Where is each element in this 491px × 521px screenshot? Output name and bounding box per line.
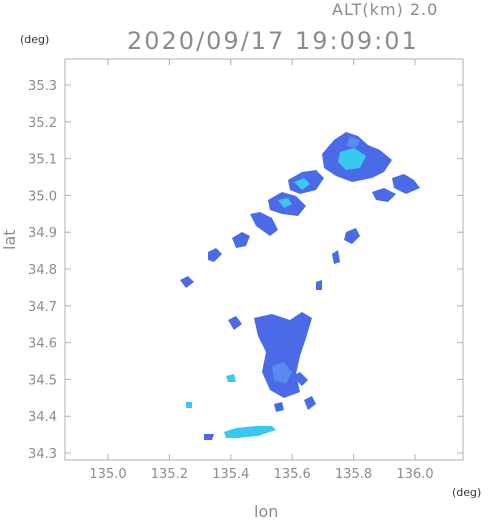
echo-cell <box>332 250 340 264</box>
y-tick-label: 34.9 <box>28 226 57 241</box>
y-tick-label: 34.8 <box>28 263 57 278</box>
y-tick-label: 34.5 <box>28 373 57 388</box>
echo-cell <box>204 434 214 440</box>
y-tick-label: 34.7 <box>28 300 57 315</box>
echo-cell <box>278 198 292 208</box>
echo-cell <box>180 276 194 288</box>
y-unit-label: (deg) <box>20 33 50 46</box>
y-tick-label: 35.1 <box>28 153 57 168</box>
y-tick-label: 34.6 <box>28 337 57 352</box>
echo-cell <box>344 228 360 244</box>
radar-echoes <box>180 132 420 440</box>
echo-cell <box>316 280 322 290</box>
y-tick-label: 34.4 <box>28 410 57 425</box>
timestamp-label: 2020/09/17 19:09:01 <box>127 27 419 55</box>
echo-cell <box>346 136 360 148</box>
y-tick-label: 35.0 <box>28 189 57 204</box>
echo-cell <box>224 426 276 438</box>
echo-cell <box>274 402 284 412</box>
echo-cell <box>338 148 366 170</box>
y-axis-ticks: 35.3 35.2 35.1 35.0 34.9 34.8 34.7 34.6 34.5 34.4… <box>28 79 463 462</box>
x-axis-ticks: 135.0 135.2 135.4 135.6 135.8 136.0 <box>89 59 434 482</box>
y-tick-label: 35.2 <box>28 116 57 131</box>
x-tick-label: 135.4 <box>212 467 249 482</box>
echo-cell <box>272 362 292 384</box>
echo-cell <box>292 372 308 386</box>
y-tick-label: 35.3 <box>28 79 57 94</box>
echo-cell <box>250 212 278 236</box>
altitude-label: ALT(km) 2.0 <box>332 0 439 19</box>
x-unit-label: (deg) <box>452 486 482 499</box>
x-tick-label: 136.0 <box>396 467 433 482</box>
echo-cell <box>226 374 236 382</box>
x-tick-label: 135.6 <box>274 467 311 482</box>
echo-cell <box>208 248 222 262</box>
x-tick-label: 135.0 <box>89 467 126 482</box>
echo-cell <box>294 178 310 190</box>
echo-cell <box>372 188 396 202</box>
echo-cell <box>392 174 420 194</box>
echo-cell <box>186 402 192 408</box>
echo-cell <box>232 232 250 248</box>
echo-cell <box>228 316 242 330</box>
y-tick-label: 34.3 <box>28 447 57 462</box>
x-tick-label: 135.2 <box>151 467 188 482</box>
plot-frame <box>64 58 464 461</box>
x-axis-label: lon <box>254 502 279 521</box>
x-tick-label: 135.8 <box>335 467 372 482</box>
echo-cell <box>254 312 312 398</box>
echo-cell <box>304 396 316 410</box>
